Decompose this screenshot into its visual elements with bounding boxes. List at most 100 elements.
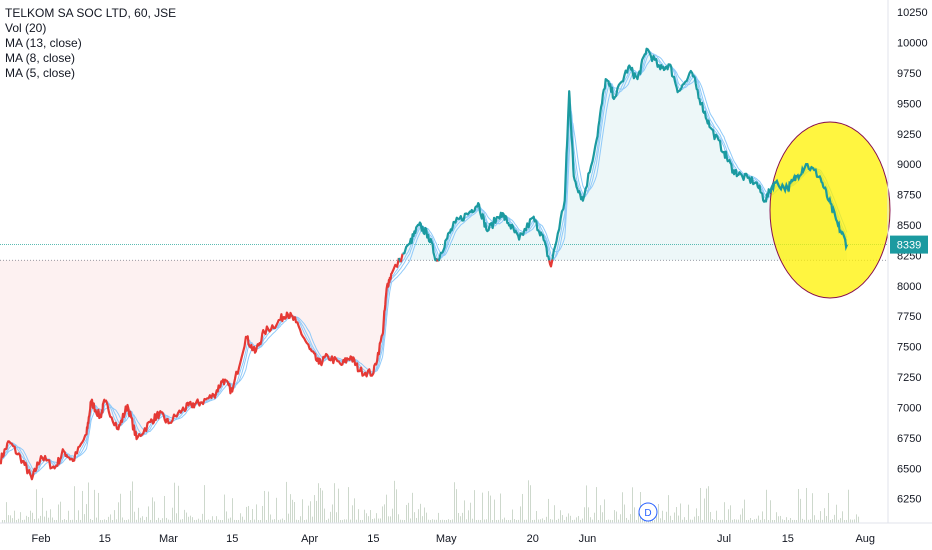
volume-bar <box>584 507 585 523</box>
volume-bar <box>764 519 765 523</box>
volume-bar <box>838 519 839 523</box>
volume-bar <box>276 497 277 523</box>
legend-indicator-ma5[interactable]: MA (5, close) <box>5 66 76 80</box>
volume-bar <box>428 519 429 523</box>
volume-bars-layer <box>2 480 859 523</box>
price-line-below-baseline <box>548 259 554 268</box>
volume-bar <box>226 511 227 523</box>
volume-bar <box>140 517 141 523</box>
volume-bar <box>566 516 567 523</box>
volume-bar <box>288 513 289 523</box>
volume-bar <box>290 494 291 523</box>
volume-bar <box>120 493 121 523</box>
volume-bar <box>258 520 259 523</box>
volume-bar <box>610 519 611 523</box>
volume-bar <box>128 519 129 523</box>
y-tick-label: 10250 <box>897 7 928 19</box>
volume-bar <box>678 515 679 523</box>
dividend-marker <box>638 502 658 522</box>
volume-bar <box>486 519 487 523</box>
volume-bar <box>734 519 735 523</box>
volume-bar <box>502 519 503 523</box>
volume-bar <box>372 519 373 523</box>
volume-bar <box>846 519 847 523</box>
volume-bar <box>118 502 119 523</box>
volume-bar <box>294 502 295 523</box>
volume-bar <box>548 498 549 523</box>
volume-bar <box>68 510 69 523</box>
area-above-baseline <box>0 48 847 261</box>
volume-bar <box>388 516 389 523</box>
volume-bar <box>322 490 323 523</box>
volume-bar <box>824 508 825 523</box>
volume-bar <box>242 516 243 523</box>
volume-bar <box>636 519 637 523</box>
volume-bar <box>390 516 391 523</box>
volume-bar <box>380 518 381 523</box>
volume-bar <box>826 516 827 523</box>
volume-bar <box>132 481 133 523</box>
volume-bar <box>688 504 689 523</box>
legend-title: TELKOM SA SOC LTD, 60, JSE <box>5 6 177 20</box>
volume-bar <box>842 511 843 523</box>
volume-bar <box>56 519 57 523</box>
volume-bar <box>74 486 75 523</box>
volume-bar <box>712 519 713 523</box>
volume-bar <box>330 511 331 523</box>
volume-bar <box>254 519 255 523</box>
volume-bar <box>142 516 143 523</box>
x-tick-label: 15 <box>367 533 379 545</box>
volume-bar <box>268 491 269 523</box>
volume-bar <box>356 519 357 523</box>
volume-bar <box>466 519 467 523</box>
volume-bar <box>480 519 481 523</box>
y-tick-label: 6250 <box>897 494 921 506</box>
volume-bar <box>194 519 195 523</box>
volume-bar <box>286 481 287 523</box>
volume-bar <box>126 519 127 523</box>
x-tick-label: Jul <box>717 533 731 545</box>
legend-indicator-ma8[interactable]: MA (8, close) <box>5 51 76 65</box>
volume-bar <box>590 517 591 523</box>
volume-bar <box>358 509 359 523</box>
volume-bar <box>670 515 671 523</box>
volume-bar <box>340 519 341 523</box>
legend-indicator-volume[interactable]: Vol (20) <box>5 21 47 35</box>
price-line-highlighted <box>769 162 849 252</box>
volume-bar <box>20 512 21 523</box>
volume-bar <box>632 487 633 523</box>
x-tick-label: 15 <box>782 533 794 545</box>
volume-bar <box>146 516 147 523</box>
volume-bar <box>478 519 479 523</box>
volume-bar <box>280 519 281 523</box>
volume-bar <box>690 519 691 523</box>
volume-bar <box>336 512 337 523</box>
volume-bar <box>424 507 425 523</box>
volume-bar <box>414 512 415 523</box>
volume-bar <box>664 519 665 523</box>
volume-bar <box>4 519 5 523</box>
x-tick-label: Mar <box>159 533 178 545</box>
volume-bar <box>794 519 795 523</box>
volume-bar <box>48 517 49 523</box>
volume-bar <box>626 517 627 523</box>
volume-bar <box>160 519 161 523</box>
volume-bar <box>702 519 703 523</box>
volume-bar <box>784 520 785 523</box>
volume-bar <box>582 518 583 523</box>
volume-bar <box>200 519 201 523</box>
volume-bar <box>266 519 267 523</box>
volume-bar <box>836 504 837 523</box>
volume-bar <box>692 519 693 523</box>
volume-bar <box>806 487 807 523</box>
volume-bar <box>62 519 63 523</box>
volume-bar <box>364 509 365 523</box>
volume-bar <box>476 520 477 523</box>
volume-bar <box>32 512 33 523</box>
volume-bar <box>542 518 543 523</box>
volume-bar <box>402 519 403 523</box>
volume-bar <box>760 519 761 523</box>
volume-bar <box>238 519 239 523</box>
legend-indicator-ma13[interactable]: MA (13, close) <box>5 36 82 50</box>
